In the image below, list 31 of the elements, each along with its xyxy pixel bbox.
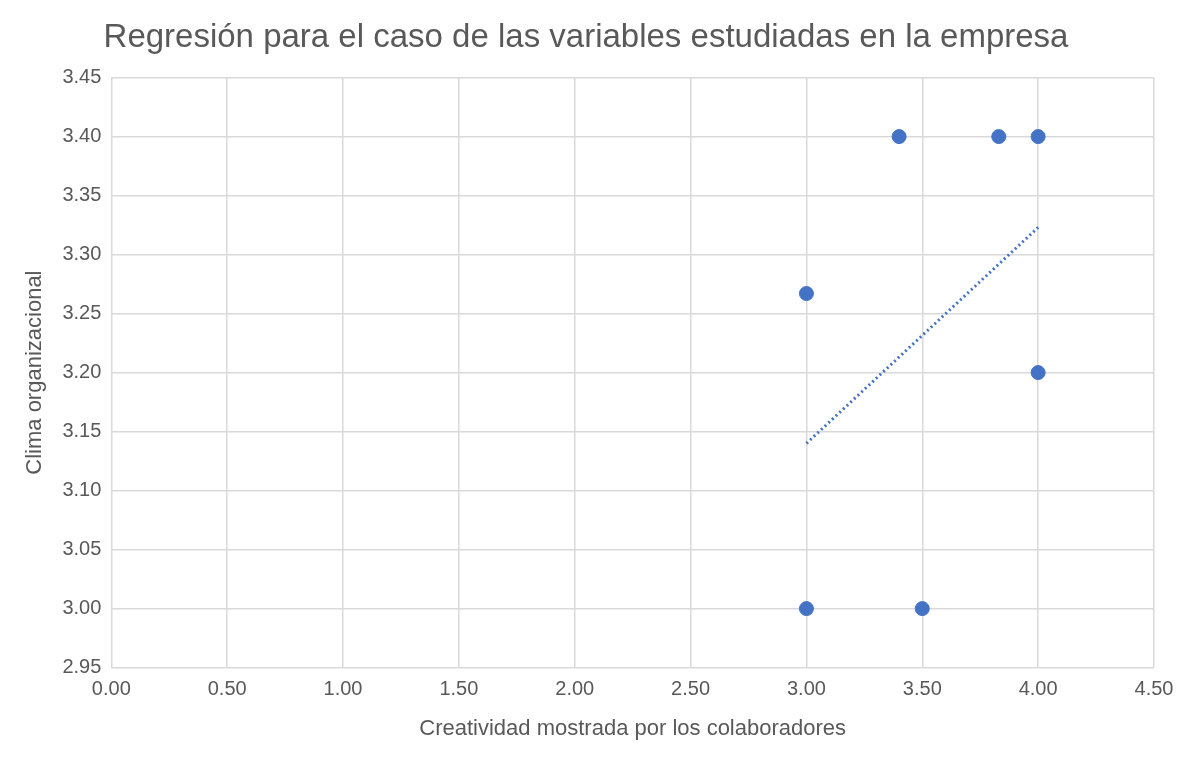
point — [1030, 365, 1046, 381]
x-tick-label: 0.50 — [207, 677, 247, 700]
x-tick-label: 4.00 — [1018, 677, 1058, 700]
x-tick-label: 2.50 — [671, 677, 711, 700]
x-tick-label: 1.00 — [323, 677, 363, 700]
y-tick-label: 3.25 — [62, 301, 102, 324]
point — [798, 286, 814, 302]
x-tick-label: 2.00 — [555, 677, 595, 700]
x-tick-label: 4.50 — [1134, 677, 1174, 700]
x-tick-label: 0.00 — [91, 677, 131, 700]
point — [991, 129, 1007, 145]
y-tick-label: 3.10 — [62, 478, 102, 501]
point — [891, 129, 907, 145]
y-tick-label: 2.95 — [62, 655, 102, 678]
y-tick-label: 3.45 — [62, 65, 102, 88]
y-axis-title: Clima organizacional — [21, 270, 47, 475]
point — [914, 601, 930, 617]
point — [1030, 129, 1046, 145]
y-tick-label: 3.05 — [62, 537, 102, 560]
chart-title: Regresión para el caso de las variables estudiadas en la empresa — [103, 16, 1070, 54]
x-tick-label: 1.50 — [439, 677, 479, 700]
y-tick-label: 3.20 — [62, 360, 102, 383]
y-tick-label: 3.40 — [62, 124, 102, 147]
x-tick-label: 3.50 — [902, 677, 942, 700]
point — [798, 601, 814, 617]
y-tick-label: 3.30 — [62, 242, 102, 265]
y-tick-label: 3.15 — [62, 419, 102, 442]
x-tick-label: 3.00 — [786, 677, 826, 700]
x-axis-title: Creatividad mostrada por los colaboradores — [419, 714, 847, 740]
y-tick-label: 3.35 — [62, 183, 102, 206]
y-tick-label: 3.00 — [62, 596, 102, 619]
